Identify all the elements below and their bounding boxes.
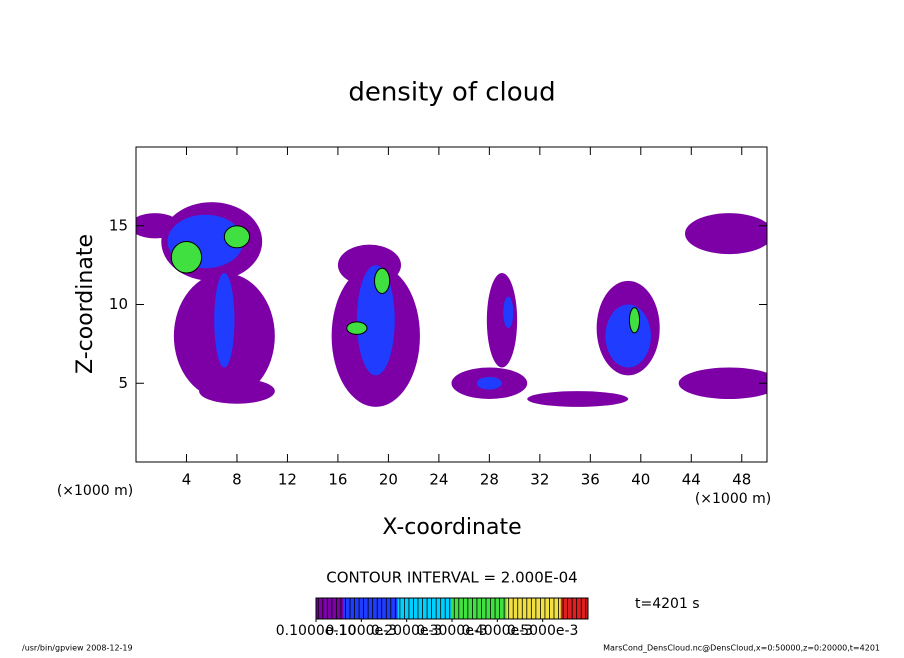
x-unit: (×1000 m) xyxy=(57,483,133,499)
colorbar-label: 0.4000e-3 xyxy=(462,623,534,639)
cloud-region xyxy=(605,304,651,368)
cloud-region xyxy=(527,391,629,407)
x-tick-label: 32 xyxy=(530,471,549,489)
cloud-region xyxy=(346,321,368,335)
x-tick-label: 4 xyxy=(182,471,192,489)
chart-title: density of cloud xyxy=(348,78,555,108)
y-axis-title: Z-coordinate xyxy=(73,234,98,374)
time-label: t=4201 s xyxy=(635,596,700,612)
cloud-region xyxy=(628,307,641,334)
plot-area xyxy=(136,202,767,407)
x-tick-label: 24 xyxy=(429,471,448,489)
colorbar-label: 0.5000e-3 xyxy=(507,623,579,639)
colorbar-label: 0.1000e-3 xyxy=(326,623,398,639)
contour-interval: CONTOUR INTERVAL = 2.000E-04 xyxy=(326,569,577,587)
x-tick-label: 12 xyxy=(278,471,297,489)
cloud-region xyxy=(486,273,518,368)
footer: MarsCond_DensCloud.nc@DensCloud,x=0:5000… xyxy=(603,644,880,653)
cloud-region xyxy=(684,213,767,255)
x-tick-label: 16 xyxy=(328,471,347,489)
y-tick-label: 10 xyxy=(109,295,128,313)
x-tick-label: 28 xyxy=(480,471,499,489)
cloud-region xyxy=(503,296,514,329)
x-tick-label: 8 xyxy=(232,471,242,489)
x-tick-label: 40 xyxy=(631,471,650,489)
y-tick-label: 5 xyxy=(118,374,128,392)
cloud-region xyxy=(199,378,275,404)
x-tick-label: 20 xyxy=(379,471,398,489)
cloud-region xyxy=(678,367,767,399)
x-unit: (×1000 m) xyxy=(695,491,771,507)
x-tick-label: 44 xyxy=(682,471,701,489)
x-tick-label: 36 xyxy=(581,471,600,489)
y-tick-label: 15 xyxy=(109,216,128,234)
x-axis-title: X-coordinate xyxy=(382,515,521,540)
colorbar-label: 0.3000e-3 xyxy=(416,623,488,639)
cloud-region xyxy=(214,273,235,368)
colorbar: 0.1000e-100.1000e-30.2000e-30.3000e-30.4… xyxy=(276,597,589,639)
cloud-region xyxy=(476,376,502,390)
x-tick-label: 48 xyxy=(732,471,751,489)
cloud-region xyxy=(170,241,203,274)
footer: /usr/bin/gpview 2008-12-19 xyxy=(22,644,133,653)
cloud-region xyxy=(223,225,251,249)
colorbar-label: 0.1000e-10 xyxy=(276,623,356,639)
colorbar-label: 0.2000e-3 xyxy=(371,623,443,639)
cloud-region xyxy=(136,213,181,239)
cloud-region xyxy=(374,267,391,294)
